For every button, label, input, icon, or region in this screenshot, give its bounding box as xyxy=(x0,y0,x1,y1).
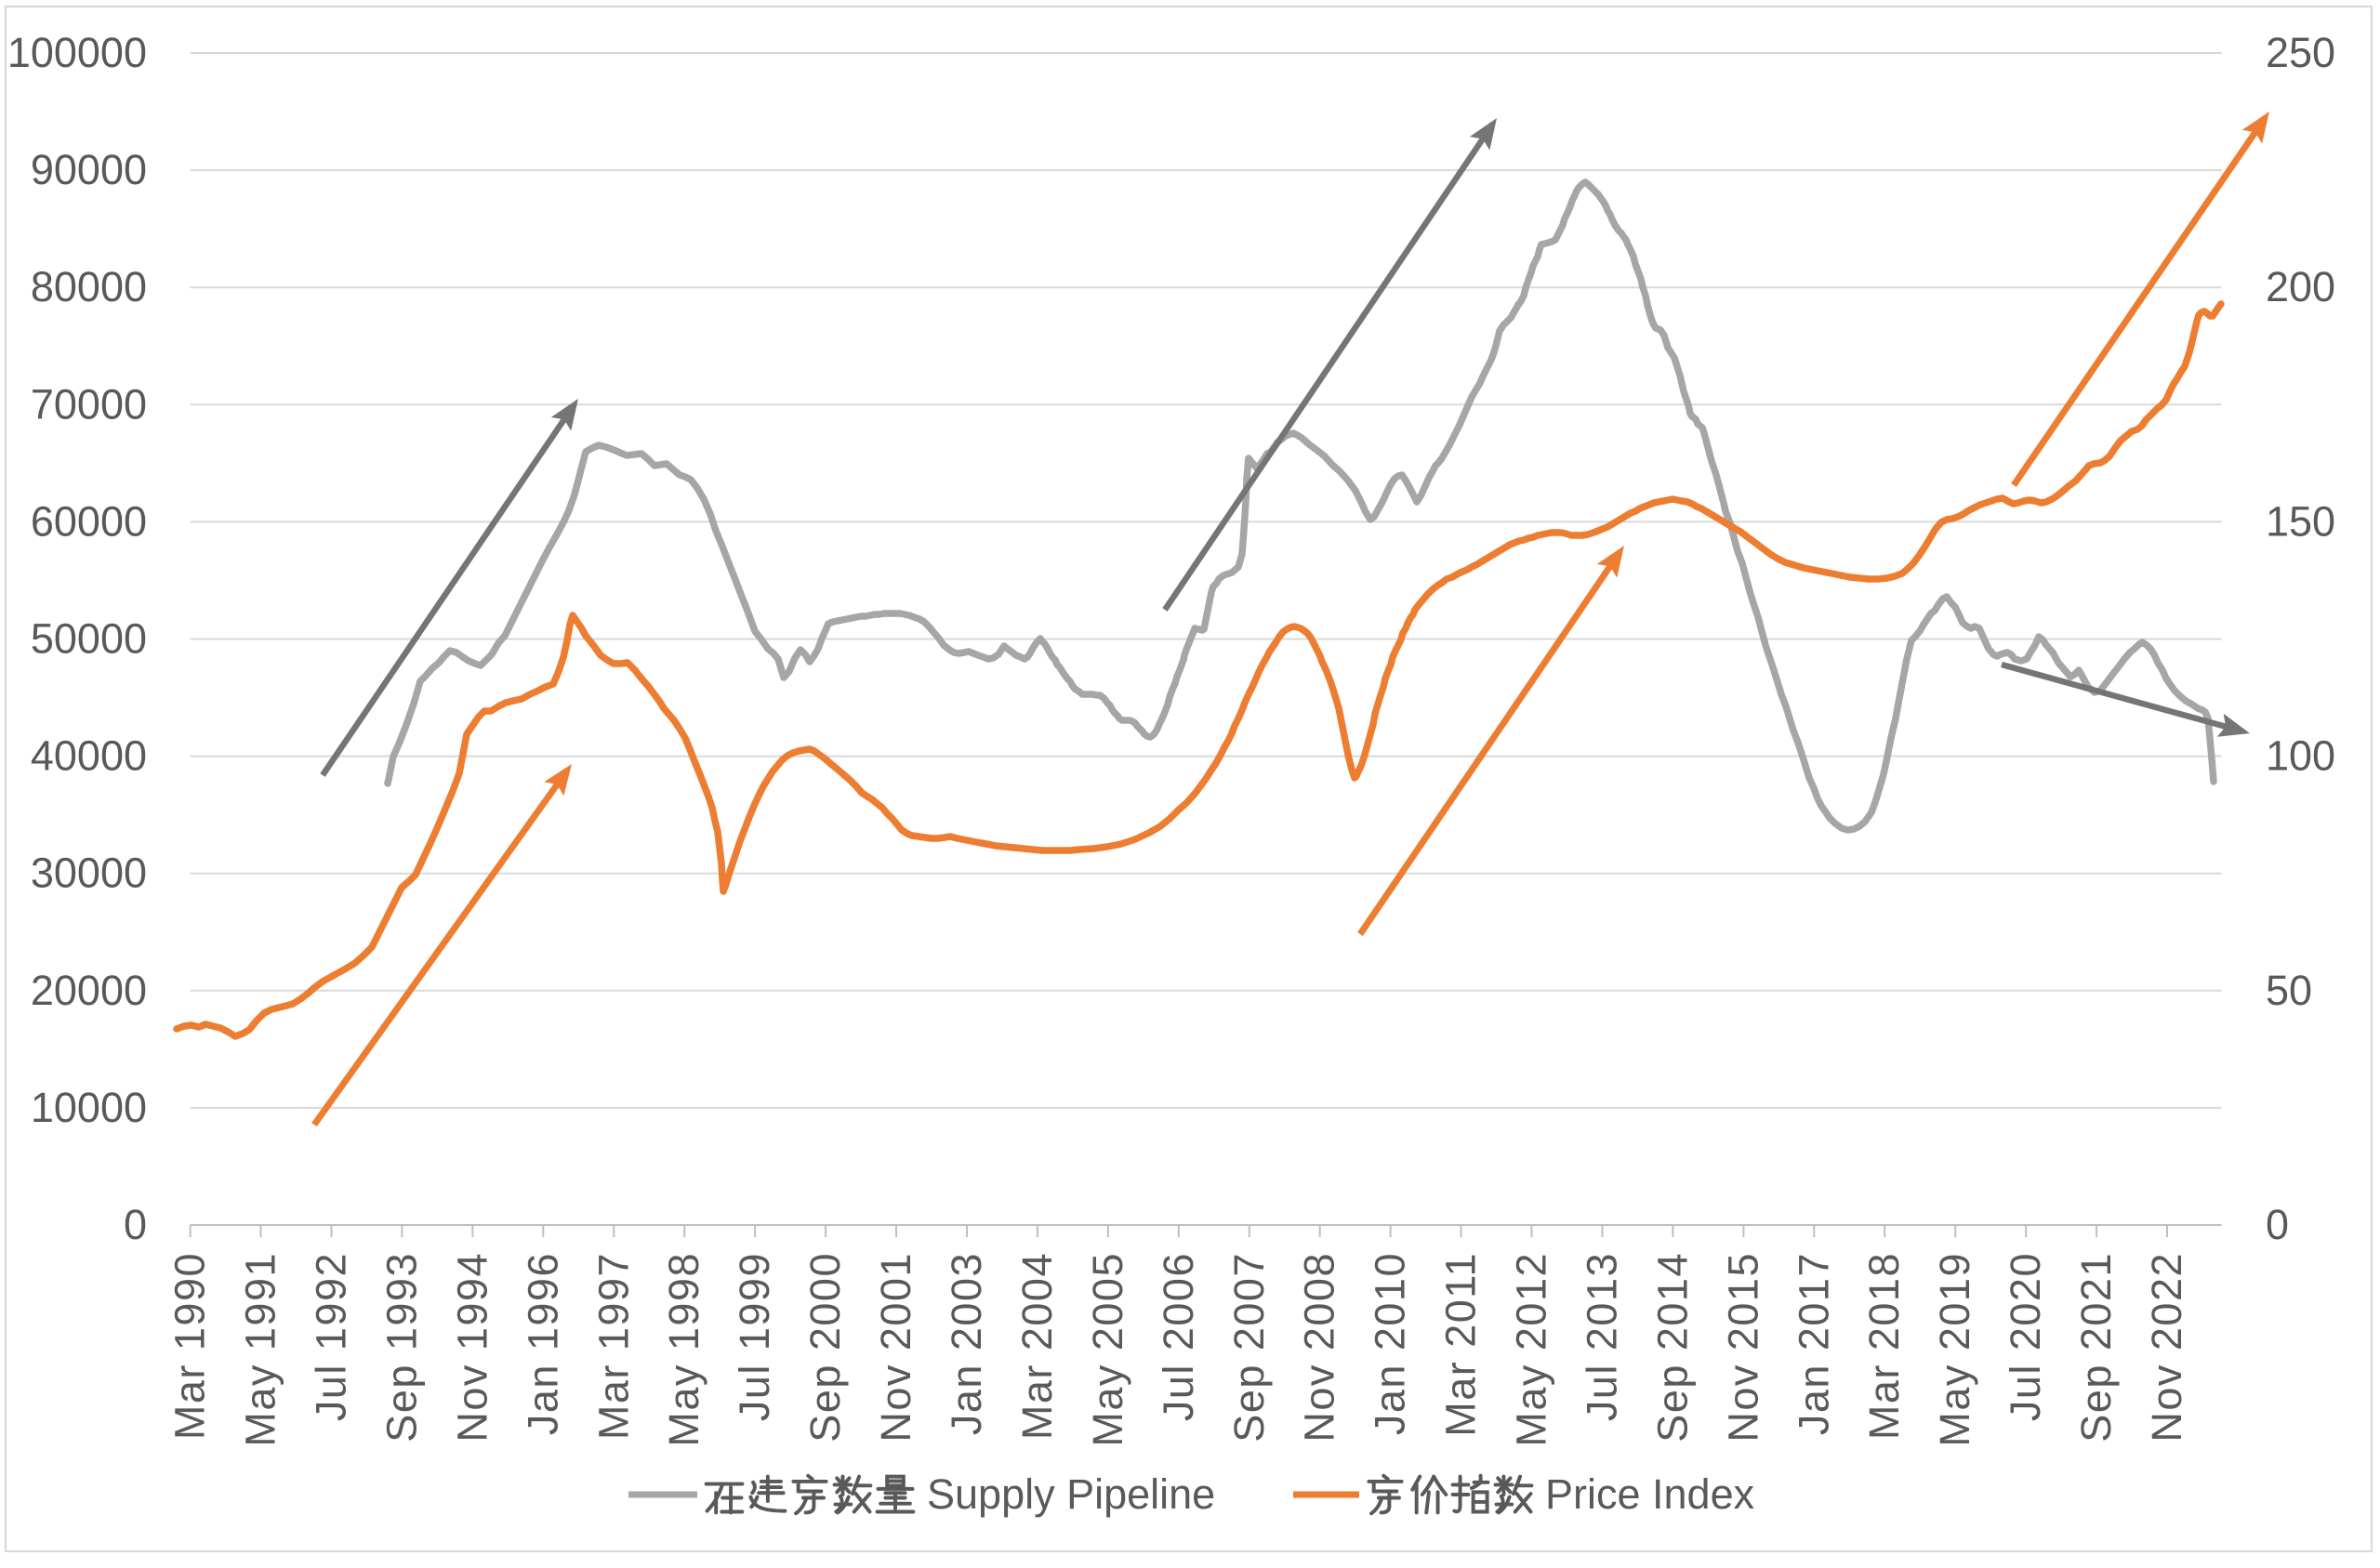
svg-text:Jan 2010: Jan 2010 xyxy=(1367,1252,1414,1435)
svg-text:40000: 40000 xyxy=(31,732,147,780)
svg-text:20000: 20000 xyxy=(31,967,147,1014)
svg-text:Jul 2020: Jul 2020 xyxy=(2002,1252,2049,1421)
svg-text:Sep 2014: Sep 2014 xyxy=(1648,1252,1696,1443)
svg-text:Jul 2013: Jul 2013 xyxy=(1579,1252,1626,1421)
svg-text:10000: 10000 xyxy=(31,1084,147,1131)
svg-text:Jan 1996: Jan 1996 xyxy=(519,1252,566,1435)
svg-text:Mar 1990: Mar 1990 xyxy=(166,1252,214,1440)
svg-text:Price Index: Price Index xyxy=(1545,1470,1755,1518)
svg-text:Jul 1999: Jul 1999 xyxy=(731,1252,778,1421)
svg-text:Sep 2000: Sep 2000 xyxy=(801,1252,849,1443)
svg-text:80000: 80000 xyxy=(31,263,147,310)
svg-text:Supply Pipeline: Supply Pipeline xyxy=(927,1470,1215,1518)
svg-text:Jul 2006: Jul 2006 xyxy=(1155,1252,1202,1421)
svg-text:Nov 2022: Nov 2022 xyxy=(2143,1252,2190,1443)
svg-text:250: 250 xyxy=(2266,29,2335,76)
svg-text:Mar 2018: Mar 2018 xyxy=(1860,1252,1908,1440)
svg-text:Nov 2001: Nov 2001 xyxy=(872,1252,919,1443)
svg-text:0: 0 xyxy=(2266,1201,2289,1248)
svg-text:May 2005: May 2005 xyxy=(1084,1252,1131,1447)
svg-text:Jul 1992: Jul 1992 xyxy=(308,1252,355,1421)
svg-text:Nov 1994: Nov 1994 xyxy=(448,1252,496,1443)
svg-text:60000: 60000 xyxy=(31,497,147,545)
svg-text:Nov 2008: Nov 2008 xyxy=(1296,1252,1343,1443)
svg-text:150: 150 xyxy=(2266,497,2335,545)
svg-text:Nov 2015: Nov 2015 xyxy=(1719,1252,1766,1443)
svg-text:May 1998: May 1998 xyxy=(660,1252,707,1447)
svg-text:50: 50 xyxy=(2266,967,2312,1014)
svg-text:0: 0 xyxy=(124,1201,147,1248)
svg-text:30000: 30000 xyxy=(31,850,147,897)
svg-text:May 2012: May 2012 xyxy=(1508,1252,1555,1447)
svg-text:200: 200 xyxy=(2266,263,2335,310)
svg-text:90000: 90000 xyxy=(31,146,147,193)
svg-text:Sep 2007: Sep 2007 xyxy=(1225,1252,1273,1443)
svg-text:100000: 100000 xyxy=(7,29,147,76)
svg-text:May 2019: May 2019 xyxy=(1931,1252,1978,1447)
svg-text:Mar 1997: Mar 1997 xyxy=(589,1252,637,1440)
svg-text:70000: 70000 xyxy=(31,380,147,428)
svg-text:Mar 2011: Mar 2011 xyxy=(1437,1252,1485,1437)
svg-text:May 1991: May 1991 xyxy=(237,1252,284,1447)
svg-text:50000: 50000 xyxy=(31,615,147,663)
svg-text:Jan 2017: Jan 2017 xyxy=(1790,1252,1837,1435)
svg-text:Sep 2021: Sep 2021 xyxy=(2072,1252,2120,1443)
svg-text:100: 100 xyxy=(2266,732,2335,780)
svg-text:Mar 2004: Mar 2004 xyxy=(1013,1252,1061,1440)
svg-text:Sep 1993: Sep 1993 xyxy=(377,1252,425,1443)
svg-text:Jan 2003: Jan 2003 xyxy=(943,1252,990,1435)
